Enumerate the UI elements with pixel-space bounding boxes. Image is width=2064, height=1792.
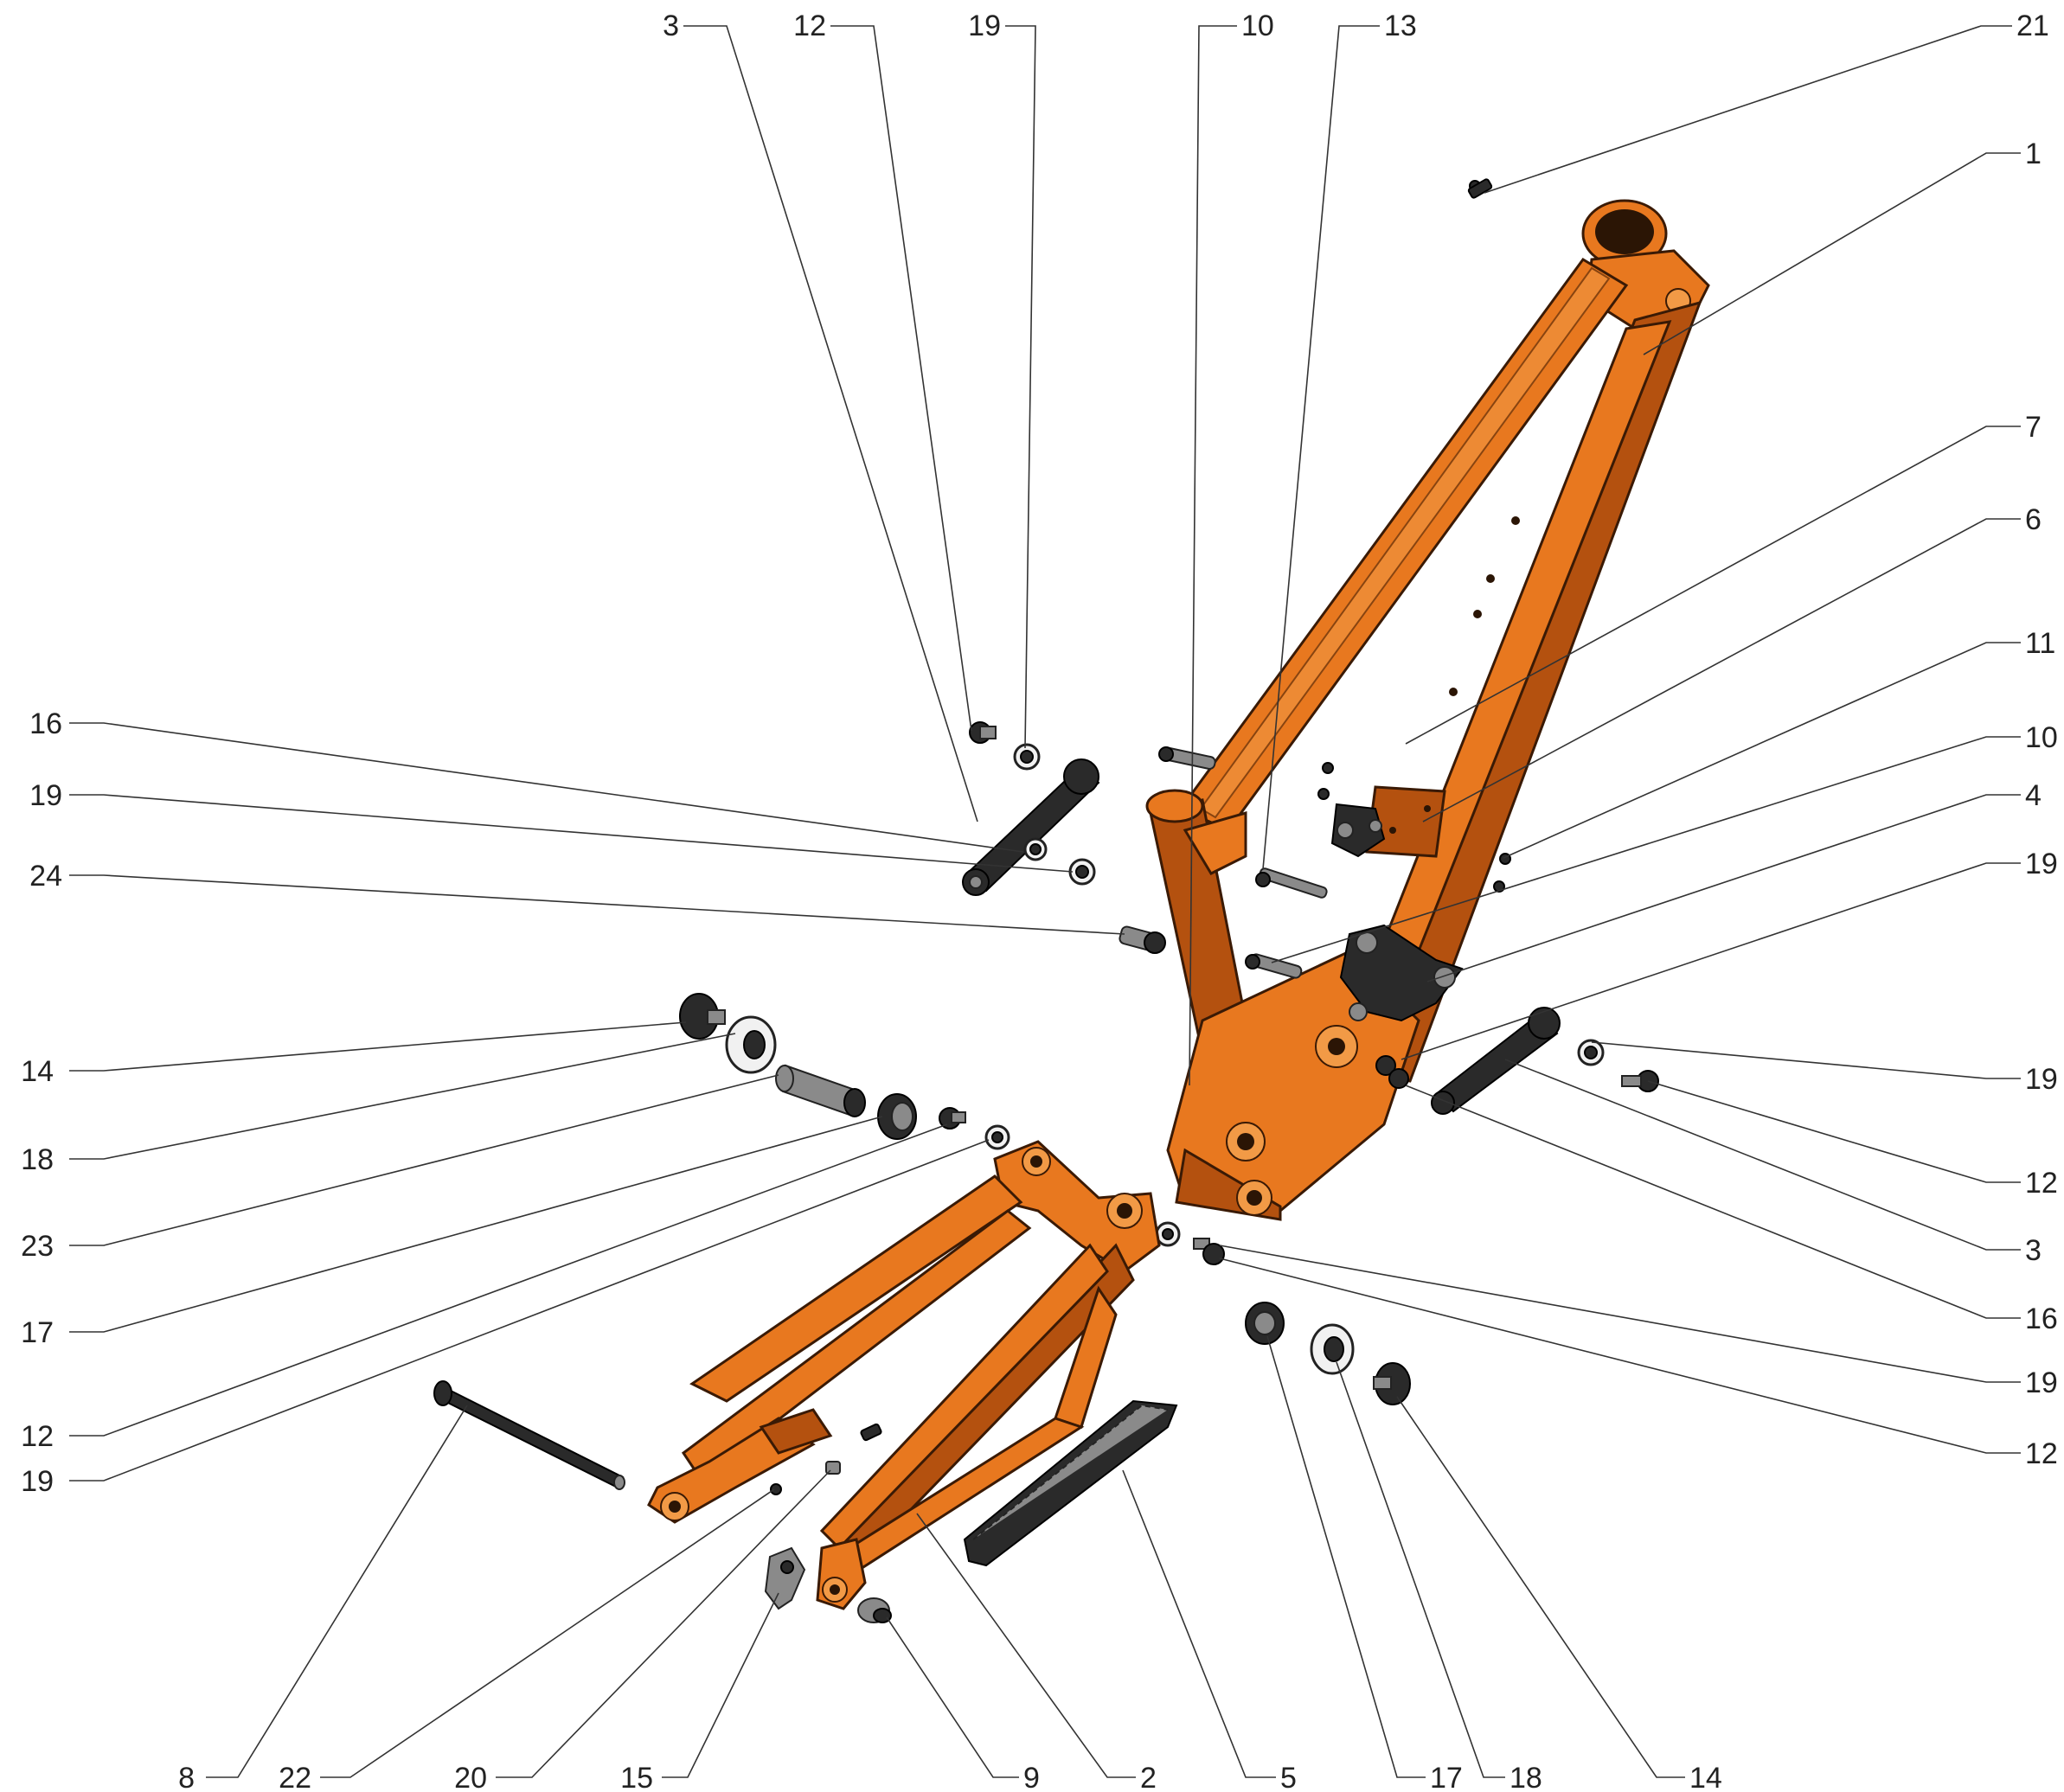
callout-right-11: 11 <box>2025 627 2055 660</box>
callout-bottom-9: 9 <box>1023 1762 1040 1792</box>
callout-right-19-c: 19 <box>2025 1366 2058 1399</box>
upper-link-right <box>1431 1007 1561 1115</box>
callout-left-19-a: 19 <box>29 779 62 812</box>
callout-left-12: 12 <box>21 1420 54 1453</box>
front-triangle-frame <box>1145 199 1710 1221</box>
callout-top-19: 19 <box>968 10 1001 42</box>
callout-top-13: 13 <box>1384 10 1417 42</box>
callout-right-4: 4 <box>2025 779 2042 812</box>
rear-thru-axle <box>433 1380 625 1490</box>
callout-right-10: 10 <box>2025 721 2058 754</box>
callout-bottom-18: 18 <box>1510 1762 1542 1792</box>
callout-bottom-2: 2 <box>1140 1762 1157 1792</box>
rear-pivot-bolt <box>857 1597 892 1623</box>
callout-bottom-15: 15 <box>620 1762 653 1792</box>
chainstay-protector <box>963 1399 1178 1567</box>
callout-top-10: 10 <box>1241 10 1274 42</box>
callout-left-24: 24 <box>29 860 62 893</box>
callout-right-12-a: 12 <box>2025 1167 2058 1200</box>
callout-bottom-14: 14 <box>1689 1762 1722 1792</box>
callout-bottom-17: 17 <box>1430 1762 1463 1792</box>
callout-right-7: 7 <box>2025 411 2042 444</box>
upper-link-left <box>962 758 1100 896</box>
callout-right-6: 6 <box>2025 503 2042 536</box>
callout-labels: 3 12 19 10 13 21 1 7 6 11 10 4 19 19 12 … <box>21 10 2058 1792</box>
main-pivot-hardware-right <box>1155 1221 1411 1405</box>
shock-link-rocker <box>1339 924 1464 1022</box>
rear-triangle-swingarm <box>647 1140 1161 1610</box>
callout-top-3: 3 <box>663 10 679 42</box>
callout-right-16: 16 <box>2025 1302 2058 1335</box>
callout-right-19-b: 19 <box>2025 1063 2058 1096</box>
dropout-hardware <box>770 1423 882 1495</box>
derailleur-hanger <box>764 1546 806 1610</box>
callout-right-19-a: 19 <box>2025 848 2058 880</box>
callout-right-3: 3 <box>2025 1234 2042 1267</box>
callout-right-12-b: 12 <box>2025 1437 2058 1470</box>
callout-bottom-8: 8 <box>178 1762 195 1792</box>
upper-bearings <box>969 721 1659 1092</box>
callout-left-14: 14 <box>21 1055 54 1088</box>
callout-bottom-22: 22 <box>279 1762 311 1792</box>
callout-right-1: 1 <box>2025 138 2042 170</box>
main-pivot-hardware-left <box>679 993 1010 1150</box>
callout-left-18: 18 <box>21 1143 54 1176</box>
callout-left-23: 23 <box>21 1230 54 1263</box>
callout-bottom-5: 5 <box>1280 1762 1297 1792</box>
callout-left-16: 16 <box>29 707 62 740</box>
callout-left-19-b: 19 <box>21 1465 54 1498</box>
leader-lines <box>69 25 2021 1778</box>
callout-left-17: 17 <box>21 1316 54 1349</box>
callout-top-21: 21 <box>2016 10 2049 42</box>
cable-guide-bracket <box>1330 803 1386 858</box>
callout-bottom-20: 20 <box>454 1762 487 1792</box>
frame-hardware <box>1158 178 1511 979</box>
callout-top-12: 12 <box>793 10 826 42</box>
